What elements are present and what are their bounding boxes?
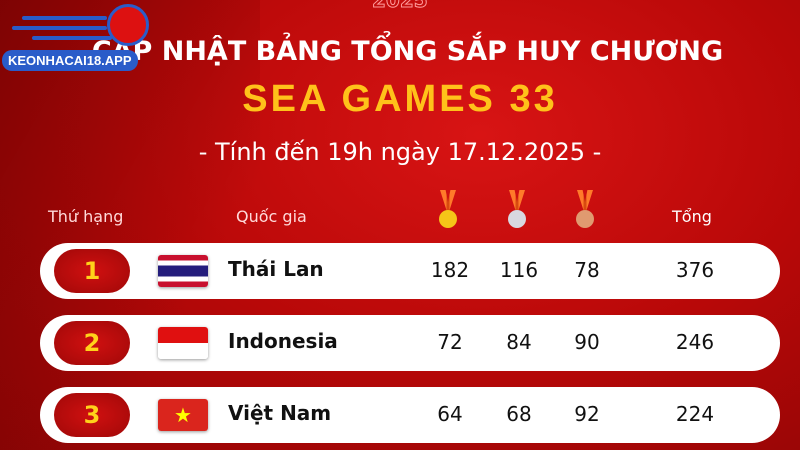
country-name: Thái Lan (228, 257, 324, 281)
silver-count: 84 (506, 330, 532, 354)
bronze-medal-icon (574, 190, 596, 234)
gold-medal-icon (437, 190, 459, 234)
watermark-logo: KEONHACAI18.APP (2, 4, 152, 74)
bronze-count: 90 (574, 330, 600, 354)
thailand-flag-icon (158, 255, 208, 287)
total-count: 376 (675, 258, 715, 282)
year-text: 2025 (372, 0, 429, 13)
header-rank: Thứ hạng (48, 207, 124, 226)
watermark-text: KEONHACAI18.APP (2, 50, 138, 71)
header-total: Tổng (672, 207, 712, 226)
gold-count: 64 (437, 402, 463, 426)
indonesia-flag-icon (158, 327, 208, 359)
rank-badge: 2 (54, 321, 130, 365)
header-country: Quốc gia (236, 207, 307, 226)
table-row: 1 Thái Lan 182 116 78 376 (40, 243, 780, 299)
soccer-ball-icon (107, 4, 149, 46)
event-title: SEA GAMES 33 (242, 78, 558, 120)
table-row: 2 Indonesia 72 84 90 246 (40, 315, 780, 371)
gold-count: 182 (430, 258, 470, 282)
vietnam-flag-icon: ★ (158, 399, 208, 431)
table-row: 3 ★ Việt Nam 64 68 92 224 (40, 387, 780, 443)
total-count: 224 (675, 402, 715, 426)
bronze-count: 92 (574, 402, 600, 426)
rank-badge: 3 (54, 393, 130, 437)
total-count: 246 (675, 330, 715, 354)
gold-count: 72 (437, 330, 463, 354)
rank-badge: 1 (54, 249, 130, 293)
country-name: Indonesia (228, 329, 338, 353)
silver-count: 68 (506, 402, 532, 426)
page-title: CẬP NHẬT BẢNG TỔNG SẮP HUY CHƯƠNG (91, 36, 724, 67)
silver-count: 116 (499, 258, 539, 282)
country-name: Việt Nam (228, 401, 332, 425)
update-date: - Tính đến 19h ngày 17.12.2025 - (198, 138, 602, 166)
background-shade (0, 0, 260, 450)
silver-medal-icon (506, 190, 528, 234)
bronze-count: 78 (574, 258, 600, 282)
